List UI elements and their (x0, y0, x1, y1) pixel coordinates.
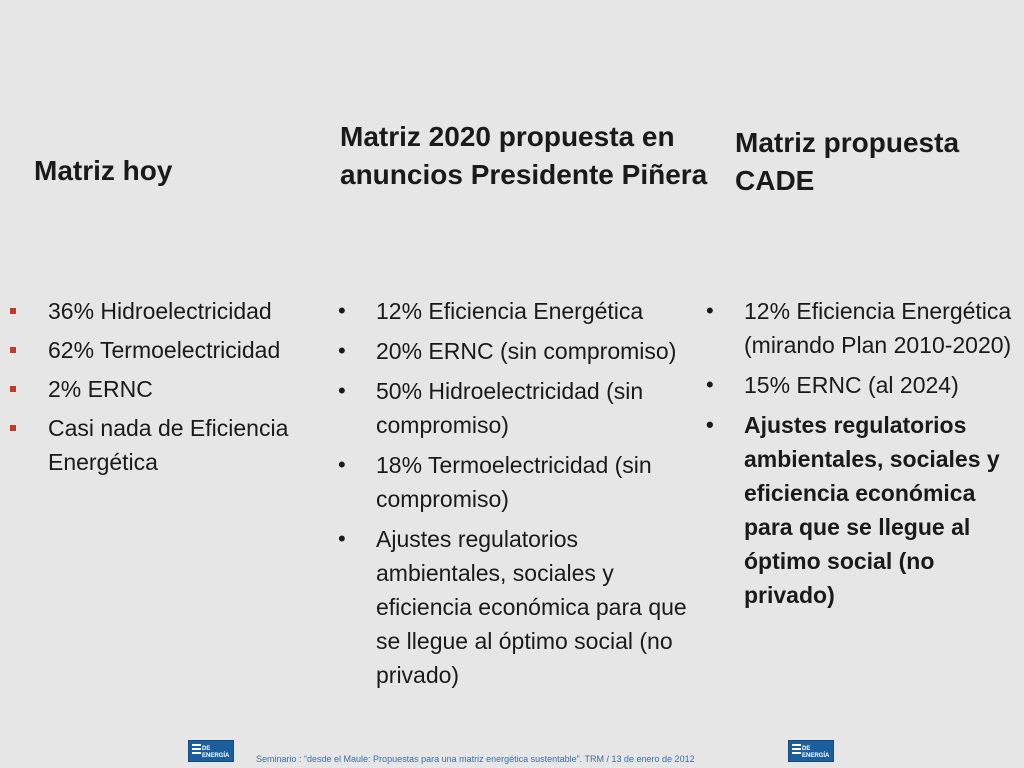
bullet-text: 62% Termoelectricidad (48, 337, 281, 363)
round-bullet-icon: • (706, 298, 714, 323)
flag-icon (192, 744, 201, 756)
column-title-matriz-2020: Matriz 2020 propuesta en anuncios Presid… (340, 121, 708, 190)
list-item: • 20% ERNC (sin compromiso) (338, 334, 688, 368)
ministry-logo: DE ENERGÍA (188, 740, 234, 762)
list-item: • 12% Eficiencia Energética (mirando Plan… (706, 294, 1018, 362)
list-item: • 12% Eficiencia Energética (338, 294, 688, 328)
bullet-list-matriz-cade: • 12% Eficiencia Energética (mirando Plan… (706, 294, 1018, 618)
square-bullet-icon (10, 308, 16, 314)
list-item: • Ajustes regulatorios ambientales, socia… (338, 522, 688, 692)
logo-text: DE ENERGÍA (802, 746, 830, 759)
bullet-text: 2% ERNC (48, 376, 153, 402)
bullet-text: 18% Termoelectricidad (sin compromiso) (376, 452, 652, 512)
logo-text: DE ENERGÍA (202, 746, 230, 759)
bullet-text: Ajustes regulatorios ambientales, social… (376, 526, 687, 688)
square-bullet-icon (10, 347, 16, 353)
slide-footer: DE ENERGÍA Seminario : “desde el Maule: … (0, 736, 1024, 768)
footer-caption: Seminario : “desde el Maule: Propuestas … (256, 754, 695, 764)
square-bullet-icon (10, 425, 16, 431)
bullet-text: 50% Hidroelectricidad (sin compromiso) (376, 378, 644, 438)
bullet-text: Ajustes regulatorios ambientales, social… (744, 412, 1000, 608)
bullet-list-matriz-hoy: 36% Hidroelectricidad 62% Termoelectrici… (10, 294, 320, 484)
bullet-text: 12% Eficiencia Energética (mirando Plan … (744, 298, 1012, 358)
round-bullet-icon: • (338, 298, 346, 323)
list-item: 2% ERNC (10, 372, 320, 406)
list-item: • Ajustes regulatorios ambientales, socia… (706, 408, 1018, 612)
flag-icon (792, 744, 801, 756)
list-item: Casi nada de Eficiencia Energética (10, 411, 320, 479)
round-bullet-icon: • (338, 378, 346, 403)
list-item: 62% Termoelectricidad (10, 333, 320, 367)
bullet-text: 12% Eficiencia Energética (376, 298, 644, 324)
bullet-list-matriz-2020: • 12% Eficiencia Energética • 20% ERNC (si… (338, 294, 688, 698)
round-bullet-icon: • (338, 452, 346, 477)
column-title-matriz-cade: Matriz propuesta CADE (735, 127, 960, 196)
column-title-matriz-hoy: Matriz hoy (34, 155, 173, 186)
bullet-text: Casi nada de Eficiencia Energética (48, 415, 289, 475)
bullet-text: 36% Hidroelectricidad (48, 298, 272, 324)
square-bullet-icon (10, 386, 16, 392)
bullet-text: 15% ERNC (al 2024) (744, 372, 959, 398)
ministry-logo: DE ENERGÍA (788, 740, 834, 762)
list-item: 36% Hidroelectricidad (10, 294, 320, 328)
round-bullet-icon: • (706, 372, 714, 397)
list-item: • 15% ERNC (al 2024) (706, 368, 1018, 402)
list-item: • 18% Termoelectricidad (sin compromiso) (338, 448, 688, 516)
round-bullet-icon: • (338, 526, 346, 551)
round-bullet-icon: • (706, 412, 714, 437)
bullet-text: 20% ERNC (sin compromiso) (376, 338, 677, 364)
list-item: • 50% Hidroelectricidad (sin compromiso) (338, 374, 688, 442)
round-bullet-icon: • (338, 338, 346, 363)
